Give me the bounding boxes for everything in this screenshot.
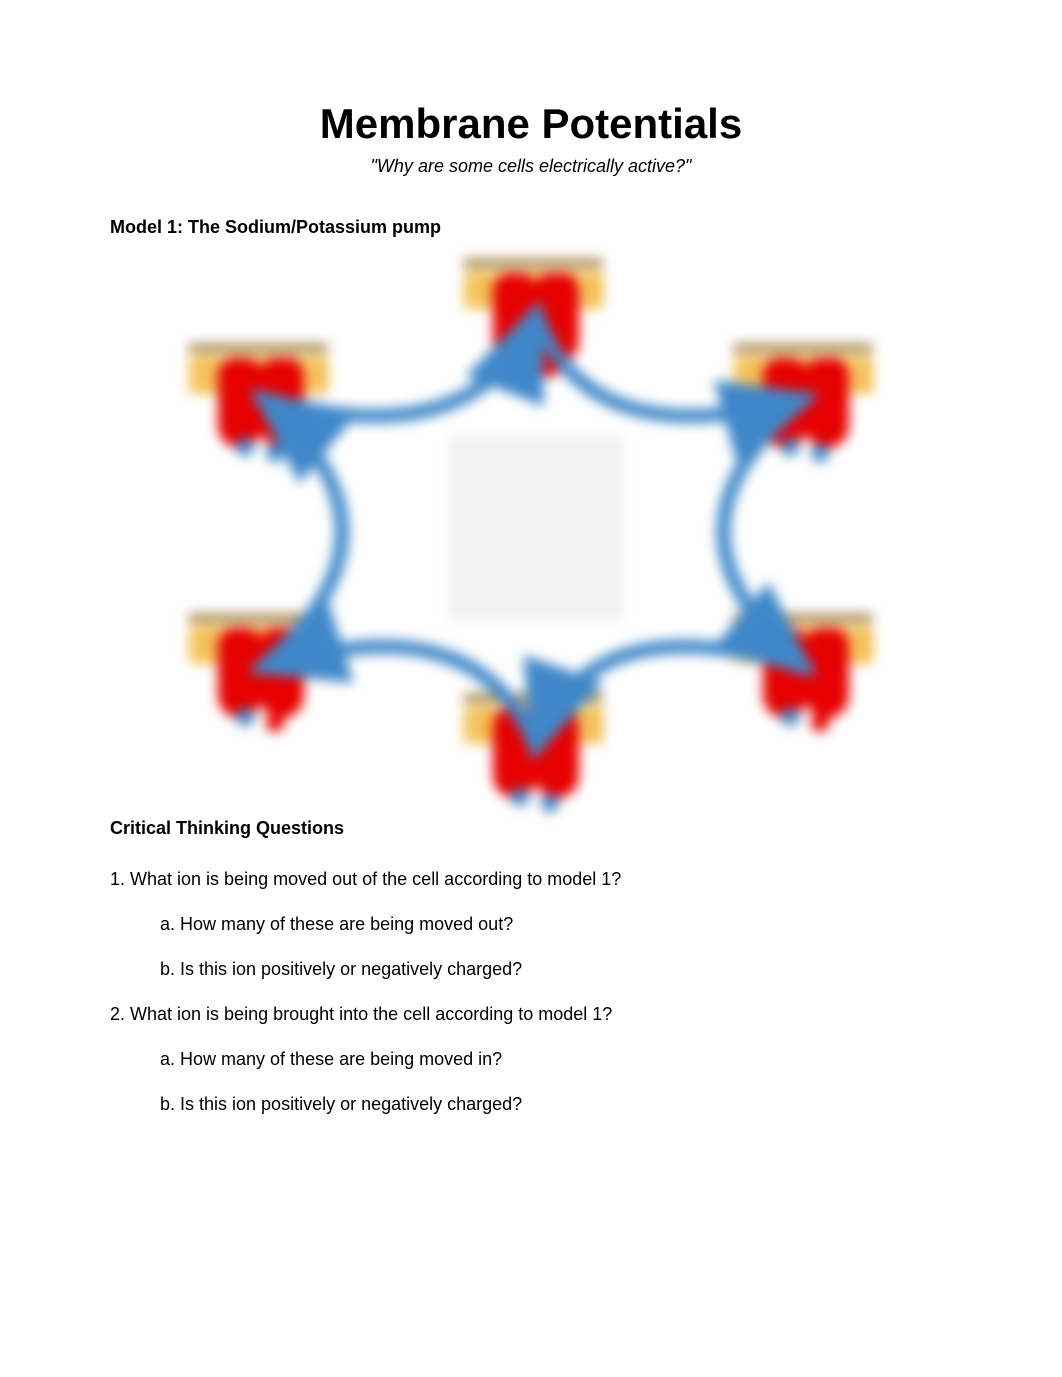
page-title: Membrane Potentials <box>110 100 952 148</box>
question-sub: b. Is this ion positively or negatively … <box>160 959 952 980</box>
model1-diagram-wrap <box>110 248 952 808</box>
question-sub: a. How many of these are being moved in? <box>160 1049 952 1070</box>
question-sub: b. Is this ion positively or negatively … <box>160 1094 952 1115</box>
question-sub: a. How many of these are being moved out… <box>160 914 952 935</box>
question-main: 2. What ion is being brought into the ce… <box>110 1004 952 1025</box>
questions-container: 1. What ion is being moved out of the ce… <box>110 869 952 1115</box>
question-main: 1. What ion is being moved out of the ce… <box>110 869 952 890</box>
diagram-legend <box>451 438 621 618</box>
ctq-heading: Critical Thinking Questions <box>110 818 952 839</box>
model1-heading: Model 1: The Sodium/Potassium pump <box>110 217 952 238</box>
page-subtitle: "Why are some cells electrically active?… <box>110 156 952 177</box>
sodium-potassium-pump-diagram <box>121 248 941 808</box>
